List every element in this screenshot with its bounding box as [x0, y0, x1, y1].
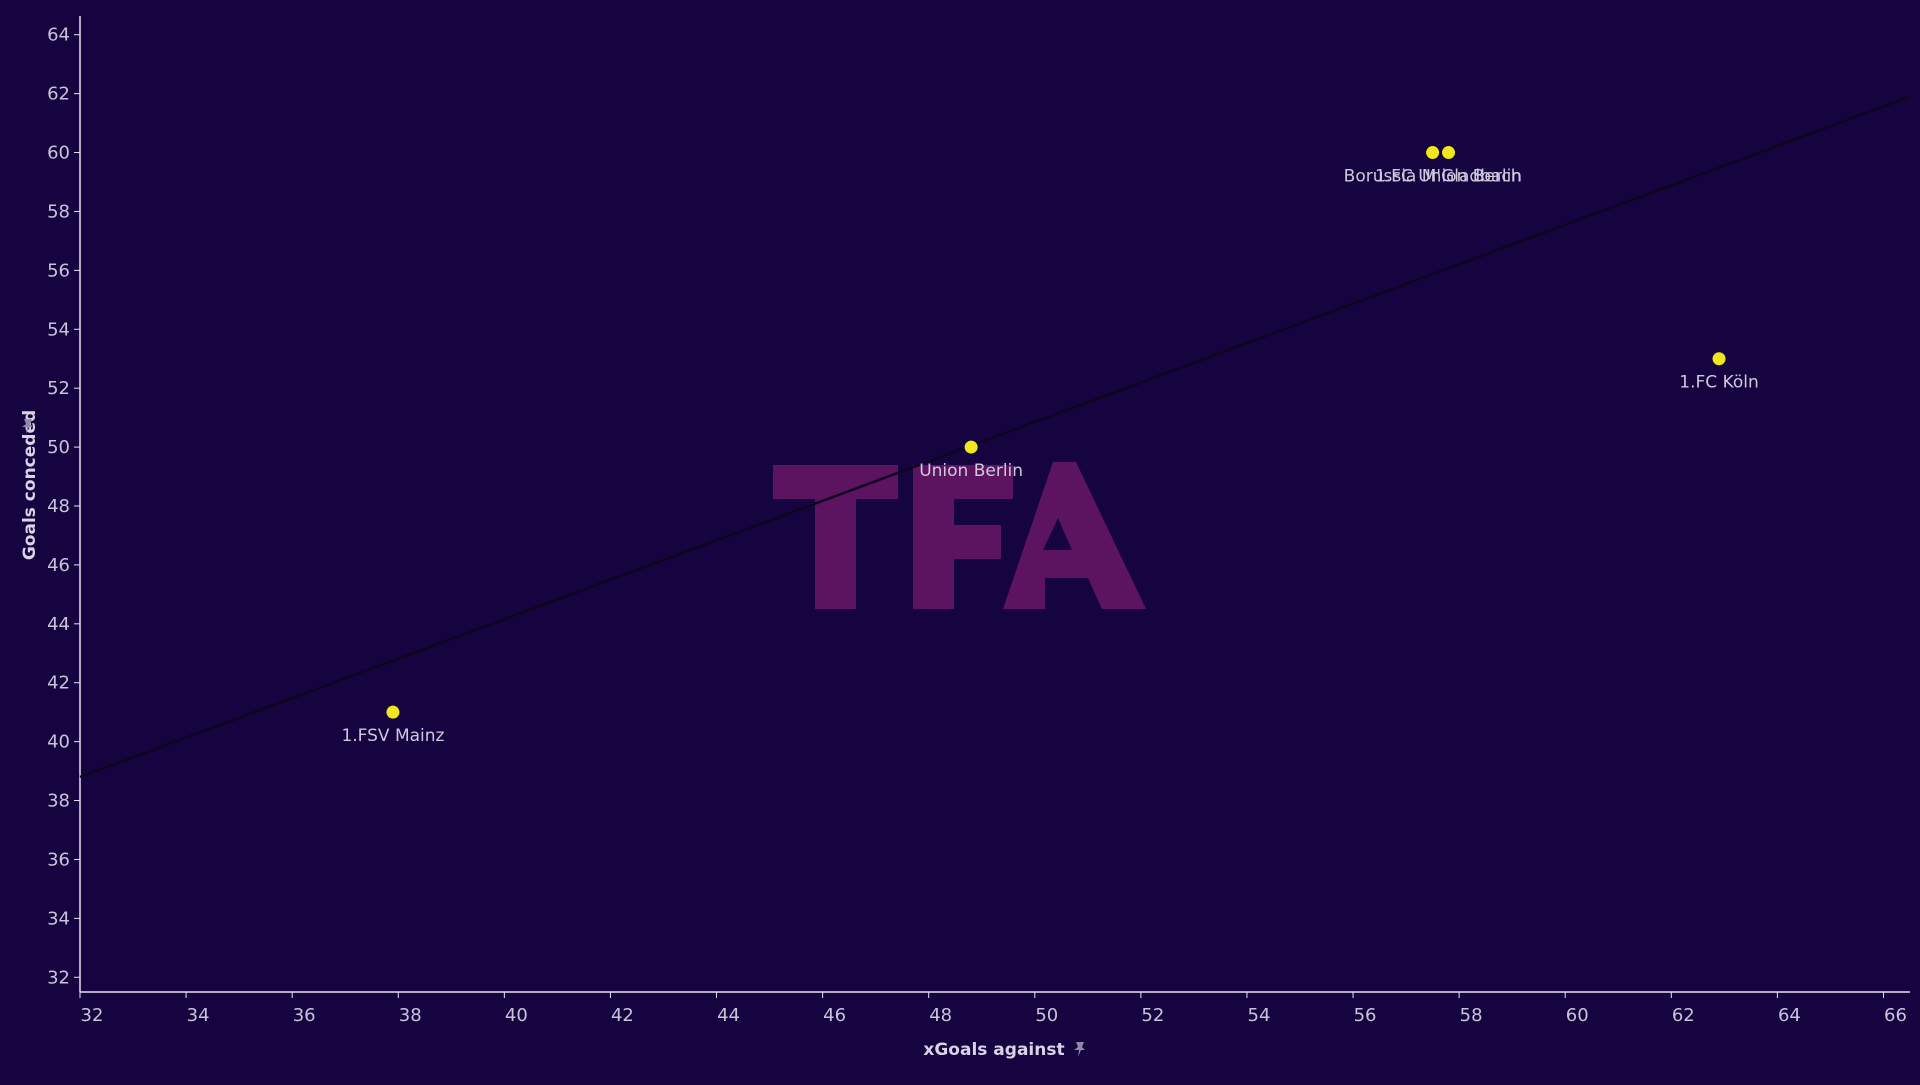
x-tick-label: 46	[823, 1005, 846, 1026]
x-tick-label: 32	[81, 1005, 104, 1026]
y-axis-title: Goals conceded	[20, 410, 40, 560]
data-point	[386, 705, 400, 719]
x-tick-label: 44	[717, 1005, 740, 1026]
trend-line-layer	[79, 95, 1911, 779]
data-point	[1442, 146, 1456, 160]
x-tick-label: 60	[1566, 1005, 1589, 1026]
x-tick-label: 36	[293, 1005, 316, 1026]
y-tick-label: 48	[47, 496, 70, 517]
x-tick-label: 38	[399, 1005, 422, 1026]
point-label: Borussia M'Gladbach	[1344, 167, 1522, 187]
x-tick-label: 50	[1035, 1005, 1058, 1026]
x-tick-label: 52	[1141, 1005, 1164, 1026]
axes: 32 34 36 38 40 42 44 46 48 50 52 54 56 58 60 62 64 66 32 34…	[47, 16, 1910, 1026]
x-tick-label: 64	[1778, 1005, 1801, 1026]
data-point	[1426, 146, 1440, 160]
point-label: 1.FSV Mainz	[341, 726, 444, 746]
x-tick-label: 62	[1672, 1005, 1695, 1026]
point-label: 1.FC Union Berlin	[1375, 167, 1522, 187]
y-axis-pin-icon[interactable]	[22, 419, 33, 434]
x-tick-label: 58	[1460, 1005, 1483, 1026]
x-axis-title: xGoals against	[923, 1040, 1064, 1060]
x-tick-label: 66	[1884, 1005, 1907, 1026]
y-tick-label: 36	[47, 849, 70, 870]
y-tick-label: 32	[47, 967, 70, 988]
y-tick-label: 56	[47, 260, 70, 281]
y-tick-label: 34	[47, 908, 70, 929]
x-tick-label: 40	[505, 1005, 528, 1026]
y-tick-label: 52	[47, 378, 70, 399]
data-point	[1712, 352, 1726, 366]
x-axis-pin-icon[interactable]	[1074, 1042, 1085, 1057]
y-tick-label: 40	[47, 732, 70, 753]
y-tick-label: 54	[47, 319, 70, 340]
trend-line	[79, 95, 1911, 779]
point-label: 1.FC Köln	[1679, 373, 1758, 393]
point-label: Union Berlin	[919, 461, 1023, 481]
x-tick-label: 48	[929, 1005, 952, 1026]
y-tick-label: 60	[47, 143, 70, 164]
y-tick-label: 58	[47, 201, 70, 222]
points-layer: 1.FSV Mainz Union Berlin Borussia M'Gladba…	[341, 146, 1759, 746]
x-tick-label: 42	[611, 1005, 634, 1026]
y-tick-label: 62	[47, 84, 70, 105]
y-tick-label: 42	[47, 673, 70, 694]
y-tick-label: 64	[47, 25, 70, 46]
x-tick-label: 56	[1354, 1005, 1377, 1026]
y-tick-label: 46	[47, 555, 70, 576]
y-tick-label: 38	[47, 791, 70, 812]
tfa-watermark-logo	[773, 462, 1146, 609]
x-tick-label: 34	[187, 1005, 210, 1026]
y-tick-label: 50	[47, 437, 70, 458]
data-point	[964, 440, 978, 454]
y-tick-label: 44	[47, 614, 70, 635]
x-tick-label: 54	[1248, 1005, 1271, 1026]
